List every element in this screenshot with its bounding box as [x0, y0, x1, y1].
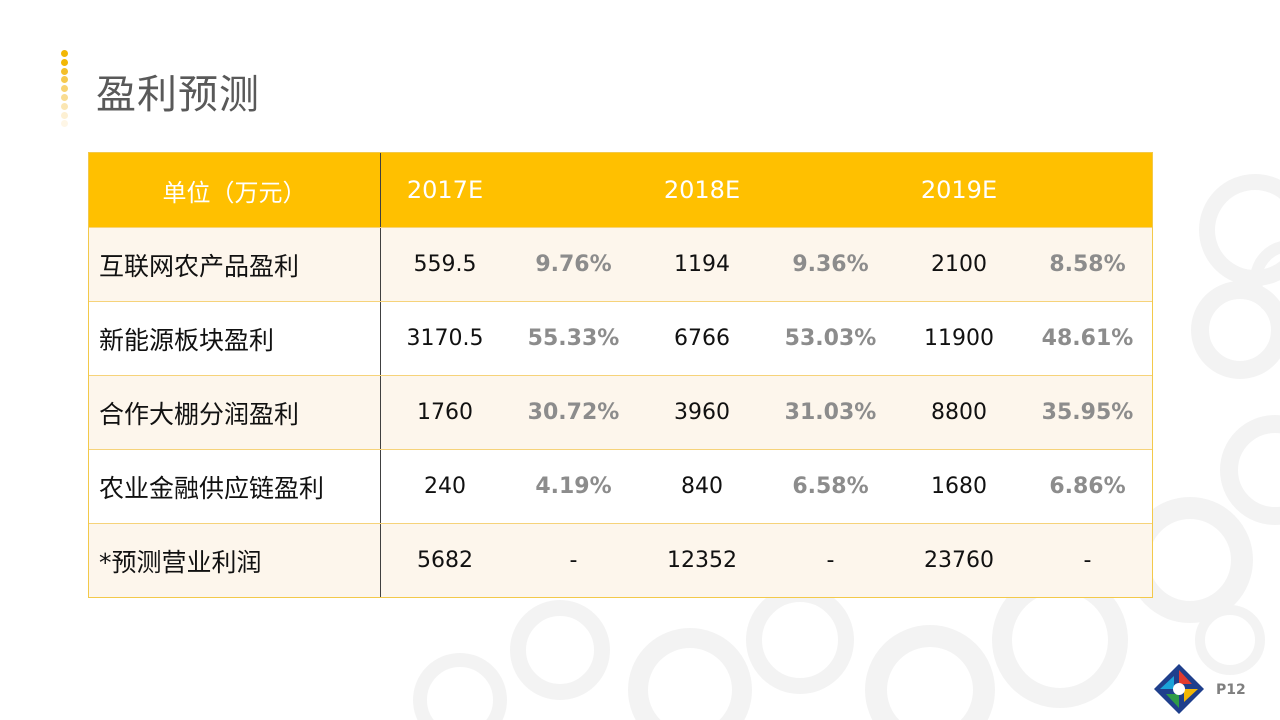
table-row: 合作大棚分润盈利 1760 30.72% 3960 31.03% 8800 35…: [89, 375, 1152, 449]
percent-2017e: 30.72%: [527, 400, 620, 425]
row-label: 新能源板块盈利: [89, 302, 381, 375]
page-number: P12: [1216, 682, 1246, 698]
percent-2018e: -: [826, 548, 835, 573]
dotted-bar-icon: [60, 50, 72, 132]
percent-2017e: 4.19%: [535, 474, 612, 499]
row-label: *预测营业利润: [89, 524, 381, 597]
percent-2017e: 9.76%: [535, 252, 612, 277]
header-spacer: [1023, 153, 1152, 227]
profit-forecast-table: 单位（万元） 2017E 2018E 2019E 互联网农产品盈利 559.5 …: [88, 152, 1153, 598]
table-row: 农业金融供应链盈利 240 4.19% 840 6.58% 1680 6.86%: [89, 449, 1152, 523]
row-label: 农业金融供应链盈利: [89, 450, 381, 523]
table-row: 新能源板块盈利 3170.5 55.33% 6766 53.03% 11900 …: [89, 301, 1152, 375]
value-2019e: 1680: [931, 474, 987, 499]
header-spacer: [766, 153, 895, 227]
header-2017e: 2017E: [406, 176, 484, 204]
percent-2019e: 6.86%: [1049, 474, 1126, 499]
table-row: 互联网农产品盈利 559.5 9.76% 1194 9.36% 2100 8.5…: [89, 227, 1152, 301]
company-logo-icon: [1154, 664, 1204, 714]
percent-2018e: 9.36%: [792, 252, 869, 277]
value-2018e: 6766: [674, 326, 730, 351]
header-unit: 单位（万元）: [89, 153, 381, 227]
percent-2019e: 35.95%: [1041, 400, 1134, 425]
value-2018e: 12352: [667, 548, 737, 573]
value-2017e: 5682: [417, 548, 473, 573]
percent-2017e: 55.33%: [527, 326, 620, 351]
header-2019e: 2019E: [920, 176, 998, 204]
value-2019e: 23760: [924, 548, 994, 573]
value-2017e: 240: [424, 474, 466, 499]
value-2019e: 8800: [931, 400, 987, 425]
percent-2019e: 8.58%: [1049, 252, 1126, 277]
table-header-row: 单位（万元） 2017E 2018E 2019E: [89, 153, 1152, 227]
percent-2019e: 48.61%: [1041, 326, 1134, 351]
percent-2018e: 6.58%: [792, 474, 869, 499]
value-2018e: 840: [681, 474, 723, 499]
page-title: 盈利预测: [96, 72, 260, 118]
header-spacer: [509, 153, 638, 227]
row-label: 合作大棚分润盈利: [89, 376, 381, 449]
percent-2017e: -: [569, 548, 578, 573]
row-label: 互联网农产品盈利: [89, 228, 381, 301]
value-2017e: 1760: [417, 400, 473, 425]
value-2018e: 3960: [674, 400, 730, 425]
header-2018e: 2018E: [663, 176, 741, 204]
value-2018e: 1194: [674, 252, 730, 277]
percent-2019e: -: [1083, 548, 1092, 573]
table-row: *预测营业利润 5682 - 12352 - 23760 -: [89, 523, 1152, 597]
percent-2018e: 53.03%: [784, 326, 877, 351]
percent-2018e: 31.03%: [784, 400, 877, 425]
value-2019e: 11900: [924, 326, 994, 351]
value-2019e: 2100: [931, 252, 987, 277]
value-2017e: 3170.5: [406, 326, 484, 351]
value-2017e: 559.5: [413, 252, 477, 277]
